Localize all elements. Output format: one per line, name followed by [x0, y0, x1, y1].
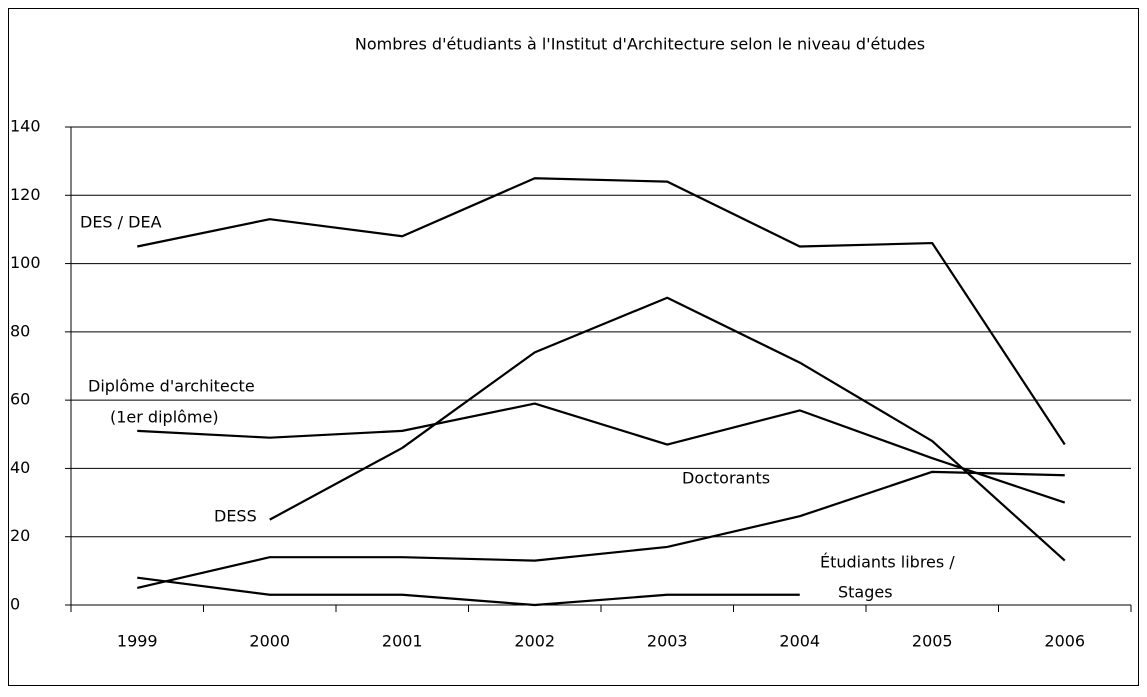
- y-tick-label: 80: [10, 321, 30, 340]
- annotation: Stages: [838, 583, 893, 602]
- annotation: Étudiants libres /: [820, 553, 955, 572]
- series-line: [137, 576, 800, 607]
- chart-title: Nombres d'étudiants à l'Institut d'Archi…: [355, 35, 925, 54]
- x-tick-label: 2002: [514, 632, 555, 651]
- y-tick-label: 140: [10, 117, 41, 136]
- y-tick-label: 0: [10, 595, 20, 614]
- annotation: DES / DEA: [80, 213, 162, 232]
- chart-border: [8, 8, 1139, 686]
- x-tick-label: 2003: [647, 632, 688, 651]
- x-tick-label: 2004: [779, 632, 820, 651]
- y-tick-label: 40: [10, 458, 30, 477]
- annotation: (1er diplôme): [110, 408, 219, 427]
- y-tick-label: 100: [10, 253, 41, 272]
- y-tick-label: 20: [10, 526, 30, 545]
- y-tick-label: 60: [10, 390, 30, 409]
- series-line: [269, 296, 1066, 562]
- series-line: [137, 402, 1066, 504]
- series-line: [137, 470, 1065, 590]
- annotation: DESS: [214, 507, 257, 526]
- x-tick-label: 2000: [249, 632, 290, 651]
- annotation: Diplôme d'architecte: [88, 377, 255, 396]
- annotation: Doctorants: [682, 469, 770, 488]
- series-line: [137, 177, 1066, 446]
- y-tick-label: 120: [10, 185, 41, 204]
- x-tick-label: 2006: [1044, 632, 1085, 651]
- x-tick-label: 1999: [117, 632, 158, 651]
- x-tick-label: 2005: [912, 632, 953, 651]
- x-tick-label: 2001: [382, 632, 423, 651]
